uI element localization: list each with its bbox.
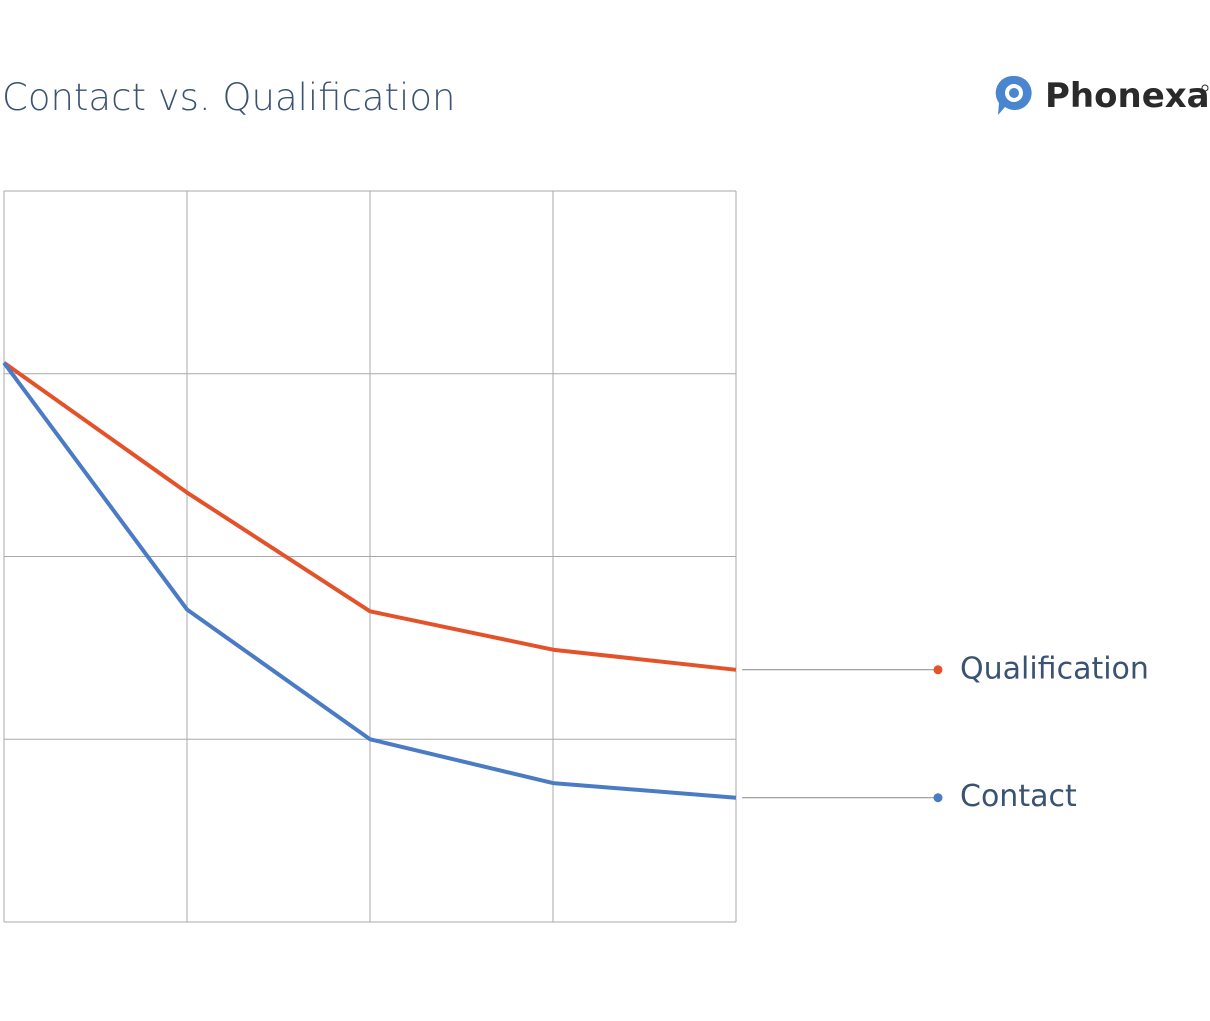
logo-icon: [995, 75, 1032, 115]
legend-label: Qualification: [960, 651, 1149, 686]
brand-logo: Phonexa: [995, 75, 1210, 116]
legend-label: Contact: [960, 779, 1077, 814]
registered-mark: [1201, 84, 1209, 92]
series-line: [2, 361, 737, 800]
series-line: [2, 361, 737, 672]
brand-name: Phonexa: [1045, 76, 1210, 116]
legend-marker: [933, 665, 943, 675]
logo-icon-ring: [1005, 84, 1023, 102]
legend-marker: [933, 793, 943, 803]
chart-title: Contact vs. Qualification: [2, 76, 455, 119]
